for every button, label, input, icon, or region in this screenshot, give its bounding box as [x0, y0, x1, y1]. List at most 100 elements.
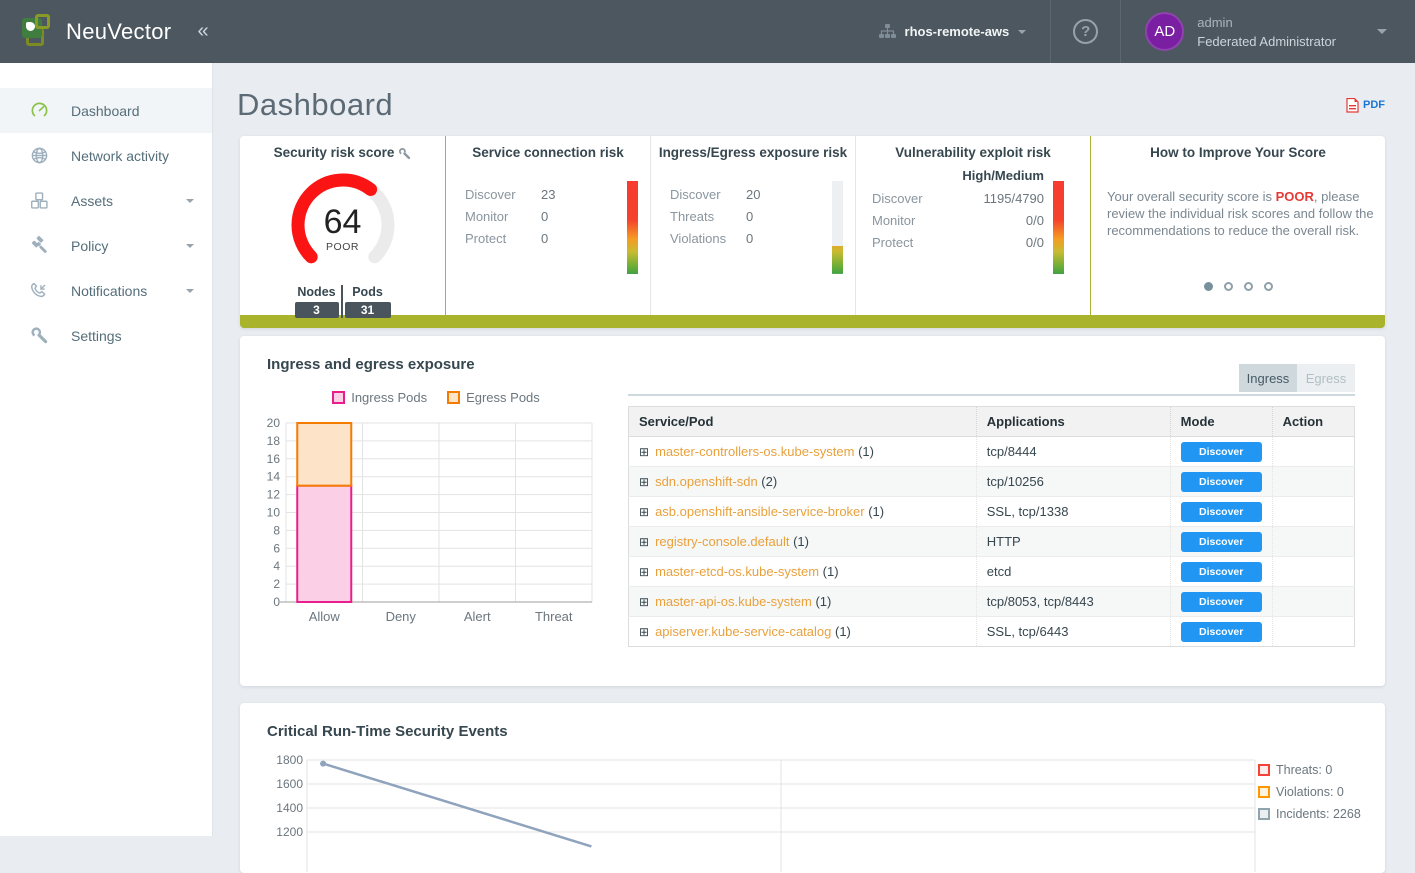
legend-swatch: [1258, 786, 1270, 798]
main-content: Dashboard PDF Security risk score: [213, 63, 1415, 873]
cluster-selector[interactable]: rhos-remote-aws: [855, 0, 1051, 63]
score-rating: POOR: [326, 241, 359, 253]
bar-x-label: Threat: [535, 609, 573, 624]
expand-row-icon[interactable]: ⊞: [639, 595, 650, 609]
column-header-service-pod[interactable]: Service/Pod: [628, 406, 977, 437]
table-row: ⊞ asb.openshift-ansible-service-broker (1…: [628, 496, 1356, 527]
legend-item-ingress-pods[interactable]: Ingress Pods: [332, 390, 427, 405]
help-button[interactable]: ?: [1051, 0, 1120, 63]
exposure-tabs: Ingress Egress: [628, 364, 1355, 396]
action-cell: [1272, 466, 1356, 497]
bar-x-label: Deny: [386, 609, 417, 624]
applications-cell: HTTP: [976, 526, 1171, 557]
wrench-icon[interactable]: [398, 147, 411, 163]
tab-ingress[interactable]: Ingress: [1239, 364, 1297, 392]
carousel-dot-1[interactable]: [1203, 282, 1213, 291]
events-legend-item[interactable]: Threats: 0: [1258, 759, 1361, 781]
risk-row-value: 0: [746, 209, 754, 224]
sidebar-item-dashboard[interactable]: Dashboard: [0, 88, 212, 133]
exposure-bar-chart: 0 2 4 6 8 10 12 14 16 18 20 Allow Deny Alert Threat: [267, 416, 593, 624]
expand-row-icon[interactable]: ⊞: [639, 535, 650, 549]
pdf-file-icon: [1346, 97, 1359, 113]
expand-row-icon[interactable]: ⊞: [639, 505, 650, 519]
legend-swatch: [1258, 808, 1270, 820]
line-start-marker[interactable]: [320, 760, 327, 767]
action-cell: [1272, 496, 1356, 527]
events-legend-item[interactable]: Violations: 0: [1258, 781, 1361, 803]
svg-text:16: 16: [267, 452, 281, 466]
risk-row: Violations 0: [670, 228, 821, 250]
column-header-action[interactable]: Action: [1272, 406, 1356, 437]
bar-segment-egress-pods[interactable]: [296, 422, 353, 487]
legend-item-egress-pods[interactable]: Egress Pods: [447, 390, 540, 405]
applications-cell: tcp/8053, tcp/8443: [976, 586, 1171, 617]
pods-label: Pods: [352, 285, 383, 299]
sidebar-item-policy[interactable]: Policy: [0, 223, 212, 268]
mode-discover-button[interactable]: Discover: [1180, 561, 1262, 582]
svg-text:6: 6: [273, 541, 280, 555]
service-link[interactable]: master-controllers-os.kube-system: [655, 444, 855, 459]
sidebar-collapse-button[interactable]: «: [197, 20, 209, 42]
score-rating-highlight: POOR: [1275, 189, 1314, 204]
expand-row-icon[interactable]: ⊞: [639, 445, 650, 459]
gavel-icon: [30, 235, 50, 256]
carousel-dots: [1091, 282, 1385, 291]
column-header-mode[interactable]: Mode: [1170, 406, 1273, 437]
mode-discover-button[interactable]: Discover: [1180, 441, 1262, 462]
service-link[interactable]: apiserver.kube-service-catalog: [655, 624, 832, 639]
svg-text:14: 14: [267, 470, 281, 484]
events-legend-item[interactable]: Incidents: 2268: [1258, 803, 1361, 825]
expand-row-icon[interactable]: ⊞: [639, 565, 650, 579]
service-link[interactable]: sdn.openshift-sdn: [655, 474, 758, 489]
exposure-section-title: Ingress and egress exposure: [267, 356, 475, 373]
sidebar-item-label: Policy: [71, 237, 109, 254]
user-role: Federated Administrator: [1197, 33, 1336, 49]
risk-gradient-bar: [627, 181, 638, 274]
improve-advice-text: Your overall security score is POOR, ple…: [1107, 189, 1374, 238]
service-link[interactable]: asb.openshift-ansible-service-broker: [655, 504, 865, 519]
tab-egress[interactable]: Egress: [1297, 364, 1355, 392]
carousel-dot-2[interactable]: [1223, 282, 1233, 291]
sidebar-item-settings[interactable]: Settings: [0, 313, 212, 358]
service-link[interactable]: master-api-os.kube-system: [655, 594, 812, 609]
sidebar-item-assets[interactable]: Assets: [0, 178, 212, 223]
mode-discover-button[interactable]: Discover: [1180, 471, 1262, 492]
pod-count: (1): [864, 504, 885, 519]
gauge-icon: [30, 101, 50, 121]
risk-row-label: Protect: [872, 235, 914, 250]
bar-segment-ingress-pods[interactable]: [296, 484, 353, 603]
sidebar-item-label: Notifications: [71, 282, 148, 299]
column-header-applications[interactable]: Applications: [976, 406, 1171, 437]
risk-row-label: Monitor: [872, 213, 916, 228]
pods-count-badge: 31: [344, 302, 391, 318]
sidebar-item-notifications[interactable]: Notifications: [0, 268, 212, 313]
sidebar-item-network-activity[interactable]: Network activity: [0, 133, 212, 178]
mode-discover-button[interactable]: Discover: [1180, 531, 1262, 552]
svg-text:2: 2: [273, 577, 280, 591]
pod-count: (1): [811, 594, 832, 609]
svg-text:18: 18: [267, 434, 281, 448]
carousel-dot-3[interactable]: [1243, 282, 1253, 291]
export-pdf-button[interactable]: PDF: [1346, 97, 1385, 113]
bar-chart-legend: Ingress Pods Egress Pods: [256, 390, 616, 405]
risk-row-header: High/Medium: [872, 166, 1044, 186]
mode-discover-button[interactable]: Discover: [1180, 591, 1262, 612]
mode-discover-button[interactable]: Discover: [1180, 501, 1262, 522]
expand-row-icon[interactable]: ⊞: [639, 475, 650, 489]
user-menu[interactable]: AD admin Federated Administrator: [1121, 0, 1415, 63]
mode-discover-button[interactable]: Discover: [1180, 621, 1262, 642]
expand-row-icon[interactable]: ⊞: [639, 625, 650, 639]
risk-row-value: 0/0: [1025, 235, 1044, 250]
brand: NeuVector: [0, 13, 171, 50]
risk-row: Discover 20: [670, 184, 821, 206]
legend-label: Egress Pods: [466, 390, 540, 405]
service-link[interactable]: master-etcd-os.kube-system: [655, 564, 820, 579]
carousel-dot-4[interactable]: [1263, 282, 1273, 291]
svg-text:4: 4: [273, 559, 280, 573]
tabs-underline: [628, 394, 1355, 396]
pod-count: (1): [831, 624, 851, 639]
legend-label: Incidents: 2268: [1276, 807, 1361, 821]
nodes-label: Nodes: [297, 285, 336, 299]
service-link[interactable]: registry-console.default: [655, 534, 790, 549]
table-row: ⊞ master-etcd-os.kube-system (1) etcd Disco…: [628, 556, 1356, 587]
